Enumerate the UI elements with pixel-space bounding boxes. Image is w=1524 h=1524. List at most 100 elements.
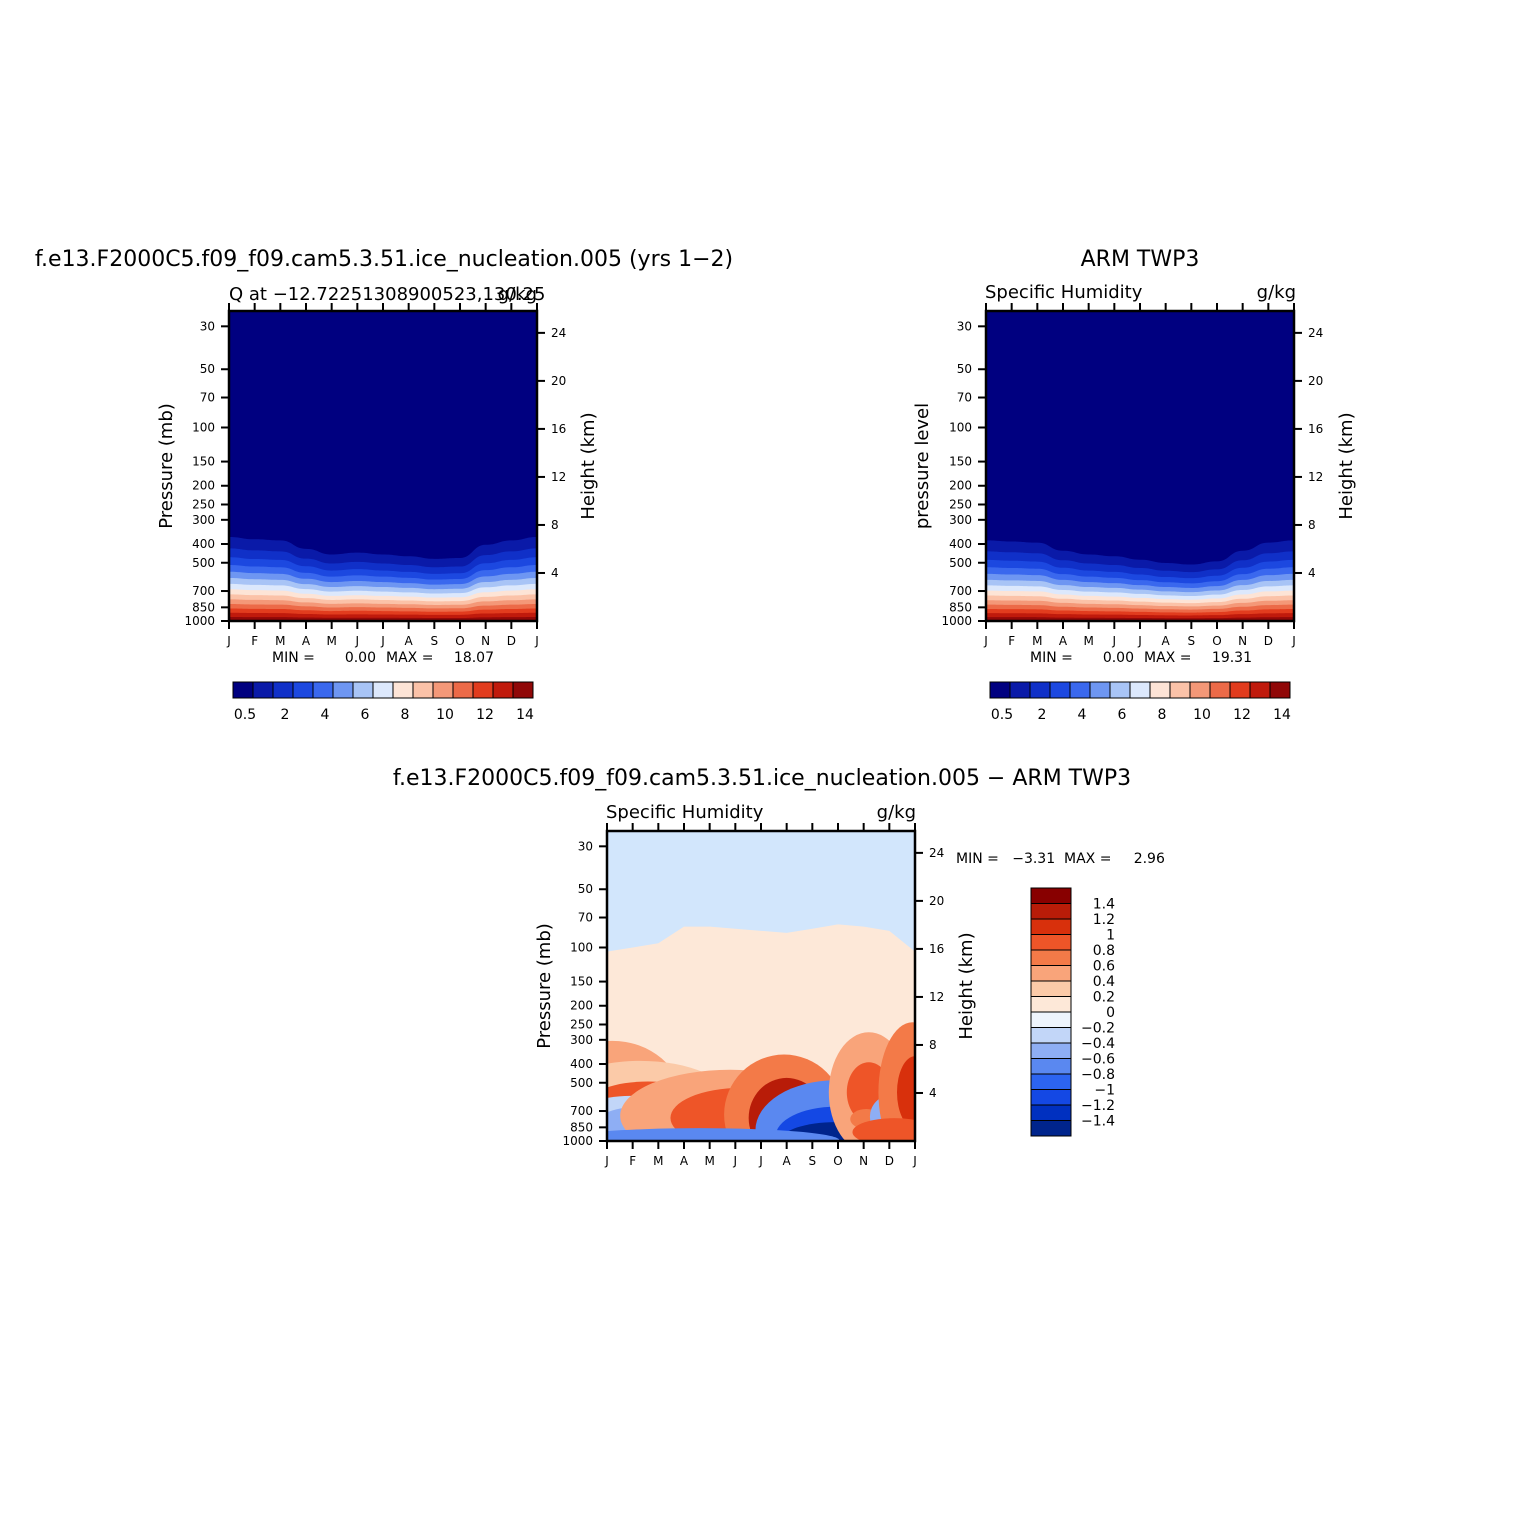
obs-htick-label: 8 [1308,518,1316,532]
model-xtick-label: N [481,634,490,648]
obs-xtick-label: M [1032,634,1042,648]
obs-left-string: Specific Humidity [985,282,1143,303]
diff-colorbar-swatch [1030,918,1072,935]
diff-colorbar-label: 0.2 [1093,990,1115,1006]
obs-colorbar: 0.5 2 4 6 8 10 12 14 [989,681,1291,723]
obs-xtick-label: O [1212,634,1221,648]
diff-ylabel-left: Pressure (mb) [534,923,555,1049]
obs-right-string: g/kg [1257,282,1296,303]
obs-htick-label: 16 [1308,422,1323,436]
diff-xtick-label: O [833,1154,842,1168]
obs-colorbar-label: 14 [1273,707,1291,723]
diff-colorbar-swatch [1030,949,1072,966]
obs-ptick-label: 50 [957,362,972,376]
diff-ptick-label: 1000 [562,1134,593,1148]
diff-xtick-label: D [885,1154,894,1168]
diff-colorbar: 1.41.210.80.60.40.20−0.2−0.4−0.6−0.8−1−1… [1030,887,1115,1137]
obs-contours [986,311,1294,621]
obs-colorbar-label: 2 [1038,707,1047,723]
diff-ptick-label: 500 [570,1076,593,1090]
model-colorbar-swatch [312,681,334,699]
model-colorbar-swatch [372,681,394,699]
model-colorbar-swatch [492,681,514,699]
diff-colorbar-label: 1 [1106,928,1115,944]
obs-colorbar-swatch [1189,681,1211,699]
diff-colorbar-swatch [1030,965,1072,982]
diff-colorbar-swatch [1030,996,1072,1013]
diff-xtick-label: N [859,1154,868,1168]
diff-colorbar-label: −1.2 [1081,1098,1115,1114]
diff-colorbar-label: 0.4 [1093,974,1115,990]
model-right-string: g/kg [498,284,537,305]
diff-colorbar-label: −0.6 [1081,1052,1115,1068]
model-colorbar-swatch [472,681,494,699]
diff-colorbar-swatch [1030,1058,1072,1075]
obs-xtick-label: J [983,634,988,648]
obs-colorbar-swatch [1129,681,1151,699]
model-htick-label: 8 [551,518,559,532]
obs-ptick-label: 1000 [941,614,972,628]
obs-ptick-label: 850 [949,600,972,614]
model-xtick-label: M [326,634,336,648]
diff-xtick-label: J [758,1154,763,1168]
diff-ptick-label: 850 [570,1120,593,1134]
obs-ptick-label: 100 [949,420,972,434]
model-ptick-label: 700 [192,584,215,598]
obs-ptick-label: 700 [949,584,972,598]
model-colorbar-swatch [392,681,414,699]
obs-ylabel-right: Height (km) [1336,412,1357,519]
model-ptick-label: 150 [192,455,215,469]
obs-colorbar-label: 8 [1158,707,1167,723]
diff-colorbar-label: 0.6 [1093,959,1115,975]
diff-htick-label: 20 [929,894,944,908]
diff-colorbar-swatch [1030,1120,1072,1137]
diff-title: f.e13.F2000C5.f09_f09.cam5.3.51.ice_nucl… [393,766,1131,791]
diff-colorbar-swatch [1030,1027,1072,1044]
diff-xtick-label: M [704,1154,714,1168]
diff-ptick-label: 300 [570,1033,593,1047]
model-colorbar-label: 2 [281,707,290,723]
obs-colorbar-label: 0.5 [991,707,1013,723]
obs-colorbar-swatch [1109,681,1131,699]
diff-ptick-label: 400 [570,1057,593,1071]
model-xtick-label: J [380,634,385,648]
obs-colorbar-swatch [1009,681,1031,699]
obs-htick-label: 20 [1308,374,1323,388]
diff-htick-label: 12 [929,990,944,1004]
diff-ylabel-right: Height (km) [956,932,977,1039]
obs-colorbar-swatch [1069,681,1091,699]
obs-title: ARM TWP3 [1081,247,1200,272]
model-left-string: Q at −12.72251308900523,130.25 [229,284,545,305]
diff-contour-blob [852,1118,915,1141]
diff-htick-label: 16 [929,942,944,956]
model-ptick-label: 100 [192,420,215,434]
obs-ptick-label: 200 [949,479,972,493]
diff-right-string: g/kg [877,802,916,823]
model-colorbar-label: 10 [436,707,454,723]
diff-colorbar-swatch [1030,934,1072,951]
obs-colorbar-swatch [1249,681,1271,699]
model-htick-label: 20 [551,374,566,388]
diff-htick-label: 24 [929,846,944,860]
model-xtick-label: O [455,634,464,648]
model-ptick-label: 250 [192,498,215,512]
model-xtick-label: S [431,634,439,648]
model-colorbar-label: 12 [476,707,494,723]
model-ptick-label: 500 [192,556,215,570]
obs-xtick-label: J [1137,634,1142,648]
obs-ptick-label: 400 [949,537,972,551]
model-colorbar-label: 14 [516,707,534,723]
model-colorbar-swatch [332,681,354,699]
obs-ylabel-left: pressure level [912,403,933,529]
obs-htick-label: 24 [1308,326,1323,340]
diff-xtick-label: J [604,1154,609,1168]
model-xtick-label: J [355,634,360,648]
diff-xtick-label: S [809,1154,817,1168]
obs-colorbar-label: 12 [1233,707,1251,723]
diff-xtick-label: A [680,1154,689,1168]
model-ptick-label: 300 [192,513,215,527]
model-min-label: MIN = [272,650,315,666]
